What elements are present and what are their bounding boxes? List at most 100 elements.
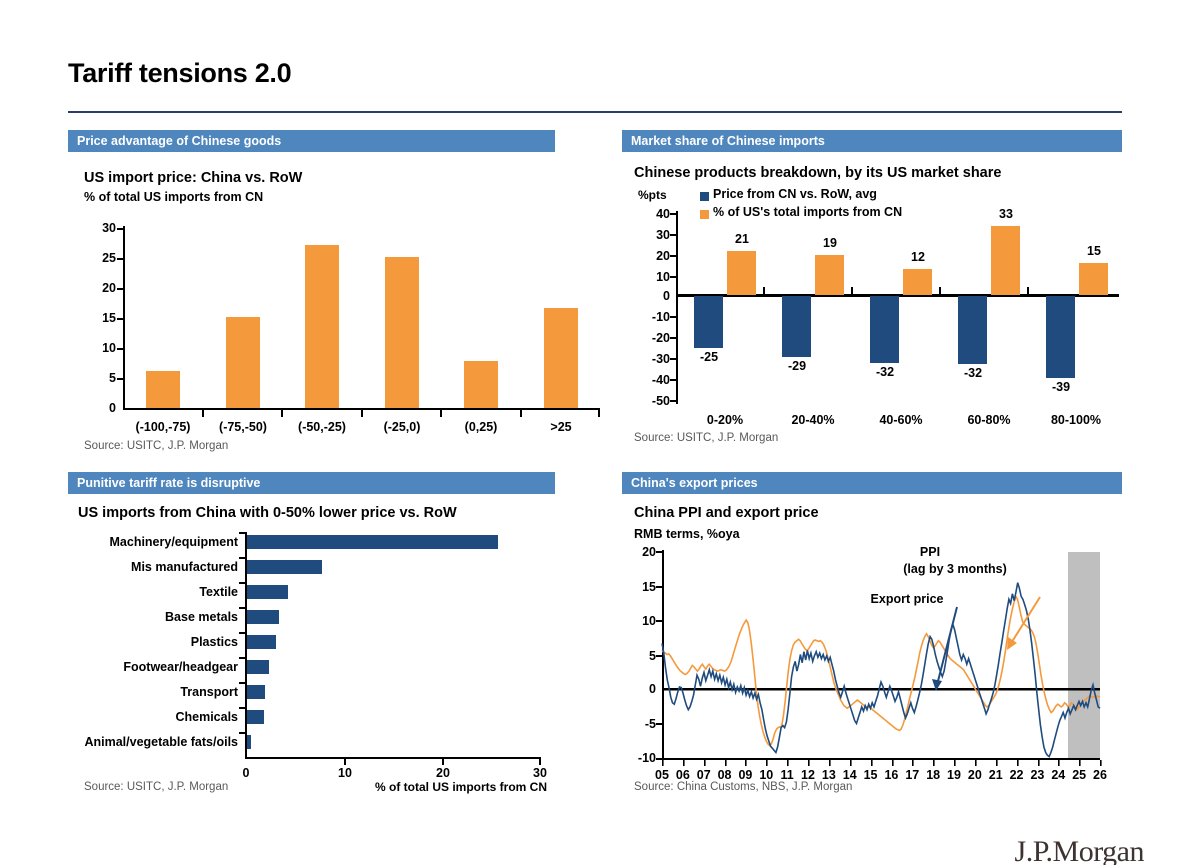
chart2-bar-orange <box>903 269 932 295</box>
chart4-xtick: 15 <box>863 768 878 782</box>
chart1-bar <box>385 257 419 408</box>
chart1-ytick-15: 15 <box>102 311 116 325</box>
jpmorgan-logo: J.P.Morgan <box>1014 835 1145 865</box>
chart2-xtickmark <box>763 287 765 294</box>
chart2-xlabel: 40-60% <box>879 413 923 427</box>
panel-header-price-advantage: Price advantage of Chinese goods <box>68 130 555 152</box>
chart2-bar-navy <box>870 296 899 363</box>
chart3-tickmark <box>239 732 245 734</box>
chart2-value-orange: 33 <box>999 207 1013 221</box>
chart2-unit: %pts <box>638 188 667 202</box>
chart3-xtick: 10 <box>338 766 352 780</box>
chart3-xtick: 30 <box>533 766 547 780</box>
chart4-xtick: 19 <box>947 768 961 782</box>
chart2-bar-navy <box>958 296 987 364</box>
chart4-xtick: 08 <box>717 768 732 782</box>
chart3-cat-label: Textile <box>199 585 238 599</box>
chart1-ytick-10: 10 <box>102 341 116 355</box>
chart2-tickmark <box>670 255 676 257</box>
chart2-legend-swatch-orange <box>700 210 709 219</box>
chart3-cat-label: Mis manufactured <box>131 560 238 574</box>
panel-header-market-share: Market share of Chinese imports <box>622 130 1122 152</box>
page-title: Tariff tensions 2.0 <box>68 58 292 88</box>
chart4-ytick: -10 <box>637 751 656 765</box>
chart4-xtick: 16 <box>884 768 899 782</box>
chart4-annotation-ppi-line1: PPI <box>919 545 941 559</box>
chart1-ytick-25: 25 <box>102 251 116 265</box>
chart3-xtickmark <box>442 759 444 765</box>
chart1-tickmark <box>117 228 123 230</box>
chart1-tickmark <box>117 288 123 290</box>
chart2-bar-navy <box>1046 296 1075 378</box>
chart4-annotation-export-price: Export price <box>870 592 944 606</box>
chart3-tickmark <box>239 682 245 684</box>
chart2-tickmark <box>670 400 676 402</box>
chart4-xtick: 11 <box>780 768 794 782</box>
chart4-xtick: 22 <box>1009 768 1024 782</box>
chart4-forecast-band <box>1068 552 1100 758</box>
chart4-xtick: 10 <box>759 768 774 782</box>
chart2-tickmark <box>670 213 676 215</box>
chart2-xlabel: 60-80% <box>967 413 1011 427</box>
chart2-ytick: -10 <box>651 310 670 324</box>
chart4-xtick: 24 <box>1051 768 1066 782</box>
chart1-bar <box>544 308 578 408</box>
chart4-ytick: 15 <box>642 580 656 594</box>
chart2-xtickmark <box>1027 287 1029 294</box>
chart3-xtick: 0 <box>242 766 250 780</box>
chart1-bar <box>146 371 180 408</box>
chart1-ytick-5: 5 <box>109 371 116 385</box>
chart1-xlabel: (-75,-50) <box>219 420 267 434</box>
chart2-y-axis <box>676 211 678 404</box>
chart4-title: China PPI and export price <box>634 505 819 521</box>
chart2-tickmark <box>670 234 676 236</box>
chart2-xtickmark <box>851 287 853 294</box>
logo-clip: J.P.Morgan <box>970 817 1190 865</box>
chart2-value-orange: 15 <box>1087 244 1101 258</box>
chart4-ytick: 20 <box>642 545 656 559</box>
chart2-value-orange: 21 <box>735 232 749 246</box>
chart3-cat-label: Chemicals <box>175 710 238 724</box>
chart4-source: Source: China Customs, NBS, J.P. Morgan <box>634 781 853 793</box>
chart1-ytick-20: 20 <box>102 281 116 295</box>
chart1-y-axis <box>123 226 125 410</box>
chart3-xtickmark <box>539 759 541 765</box>
chart4-xtick: 13 <box>821 768 836 782</box>
chart2-title: Chinese products breakdown, by its US ma… <box>634 165 1002 181</box>
chart2-value-navy: -25 <box>699 350 719 364</box>
chart3-cat-label: Animal/vegetable fats/oils <box>84 735 238 749</box>
chart3-bar <box>247 685 265 699</box>
chart3-cat-label: Base metals <box>165 610 238 624</box>
chart1-xtickmark <box>361 410 363 417</box>
chart1-xlabel: >25 <box>550 420 572 434</box>
chart2-value-navy: -32 <box>875 365 895 379</box>
chart2-ytick: 0 <box>663 289 670 303</box>
chart2-value-orange: 19 <box>823 236 837 250</box>
chart3-xtick: 20 <box>436 766 450 780</box>
chart3-bar <box>247 735 251 749</box>
chart2-ytick: 40 <box>656 207 670 221</box>
chart2-bar-navy <box>782 296 811 357</box>
chart1-x-axis <box>123 408 600 410</box>
chart1-tickmark <box>117 348 123 350</box>
chart1-source: Source: USITC, J.P. Morgan <box>84 440 229 452</box>
chart1-xlabel: (-25,0) <box>383 420 421 434</box>
chart2-tickmark <box>670 358 676 360</box>
chart2-value-navy: -29 <box>787 359 807 373</box>
chart4-xtick: 07 <box>696 768 711 782</box>
chart2-tickmark <box>670 316 676 318</box>
chart2-ytick: 30 <box>656 228 670 242</box>
chart1-xtickmark <box>281 410 283 417</box>
chart1-tickmark <box>117 318 123 320</box>
panel-header-export-prices: China's export prices <box>622 472 1122 494</box>
chart3-bar <box>247 710 264 724</box>
chart4-subtitle: RMB terms, %oya <box>634 527 740 541</box>
chart3-bar <box>247 660 269 674</box>
chart4-ytick: -5 <box>644 717 656 731</box>
chart2-ytick: -40 <box>651 373 670 387</box>
chart4-xtick: 23 <box>1030 768 1045 782</box>
chart1-subtitle: % of total US imports from CN <box>84 190 264 204</box>
chart2-ytick: -50 <box>651 394 670 408</box>
chart3-xlabel-title: % of total US imports from CN <box>375 780 548 794</box>
chart3-cat-label: Footwear/headgear <box>123 660 238 674</box>
